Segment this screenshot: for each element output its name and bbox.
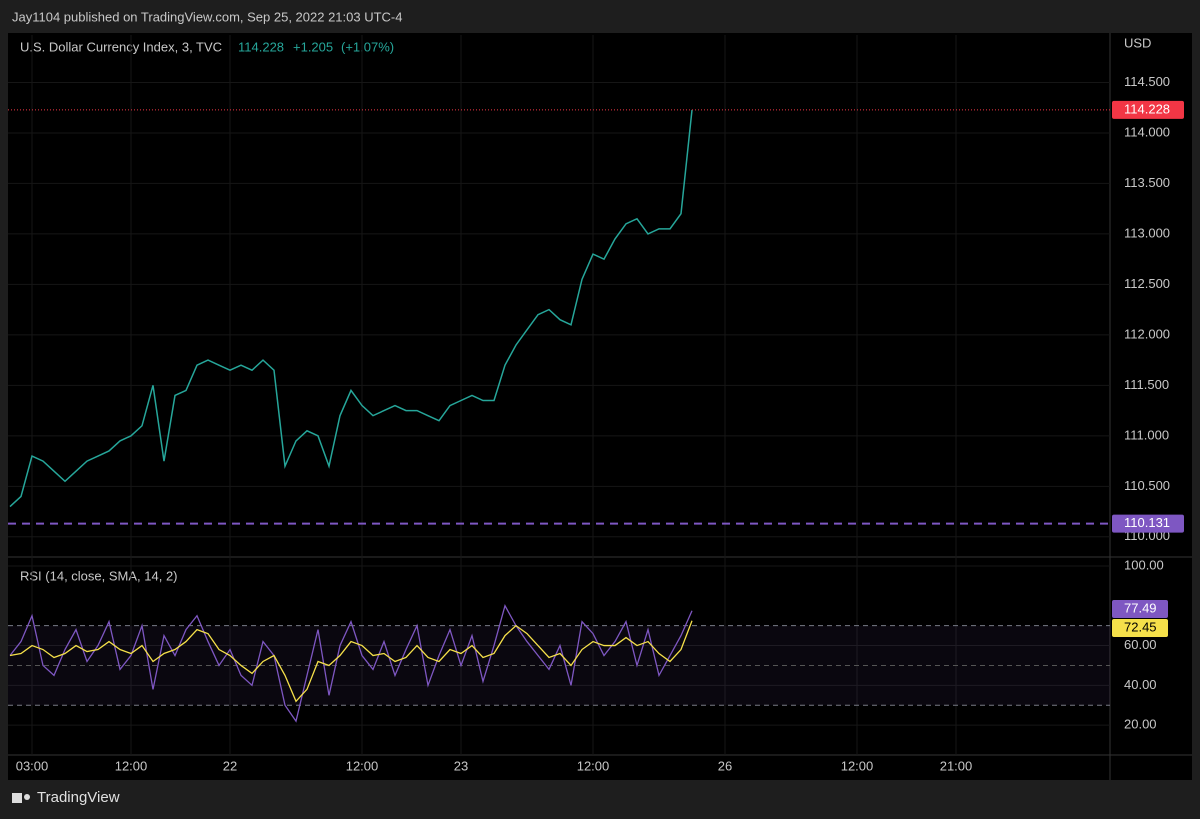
rsi-value-label: 77.49 [1124,600,1157,615]
y-tick-label: 20.00 [1124,717,1157,732]
last-price-label: 114.228 [1124,101,1170,116]
x-tick-label: 03:00 [16,758,49,773]
y-tick-label: 112.000 [1124,326,1170,341]
rsi-value-box [1112,600,1168,618]
brand-logo [12,793,30,803]
y-tick-label: 111.000 [1124,427,1169,442]
x-tick-label: 22 [223,758,237,773]
last-price-box [1112,100,1184,119]
x-tick-label: 12:00 [346,758,379,773]
y-tick-label: 40.00 [1124,677,1157,692]
reference-label: 110.131 [1124,515,1170,530]
x-tick-label: 12:00 [841,758,874,773]
series-line [9,620,693,703]
published: Jay1104 published on TradingView.com, Se… [12,9,403,24]
x-tick-label: 23 [454,758,468,773]
reference-label-box [1112,514,1184,533]
x-tick-label: 12:00 [577,758,610,773]
y-tick-label: 114.000 [1124,124,1170,139]
x-tick-label: 26 [718,758,732,773]
rsi-title: RSI (14, close, SMA, 14, 2) [20,568,178,583]
rsi-value-box [1112,619,1168,637]
header-change: +1.205 [293,39,333,54]
series-line [9,604,693,723]
x-tick-label: 21:00 [940,758,973,773]
series-line [9,109,693,508]
y-tick-label: 113.500 [1124,175,1170,190]
y-tick-label: 60.00 [1124,637,1157,652]
y-tick-label: 100.00 [1124,557,1164,572]
header-price: 114.228 [238,39,284,54]
y-tick-label: 111.500 [1124,377,1169,392]
brand: TradingView [37,789,120,806]
y-tick-label: 110.500 [1124,478,1170,493]
y-tick-label: 113.000 [1124,225,1170,240]
rsi-value-label: 72.45 [1124,619,1157,634]
x-tick-label: 12:00 [115,758,148,773]
symbol: U.S. Dollar Currency Index, 3, TVC [20,39,222,54]
y-axis-label: USD [1124,35,1151,50]
y-tick-label: 112.500 [1124,276,1170,291]
chart-area [8,33,1192,780]
header-change-pct: (+1.07%) [341,39,394,54]
y-tick-label: 114.500 [1124,74,1170,89]
